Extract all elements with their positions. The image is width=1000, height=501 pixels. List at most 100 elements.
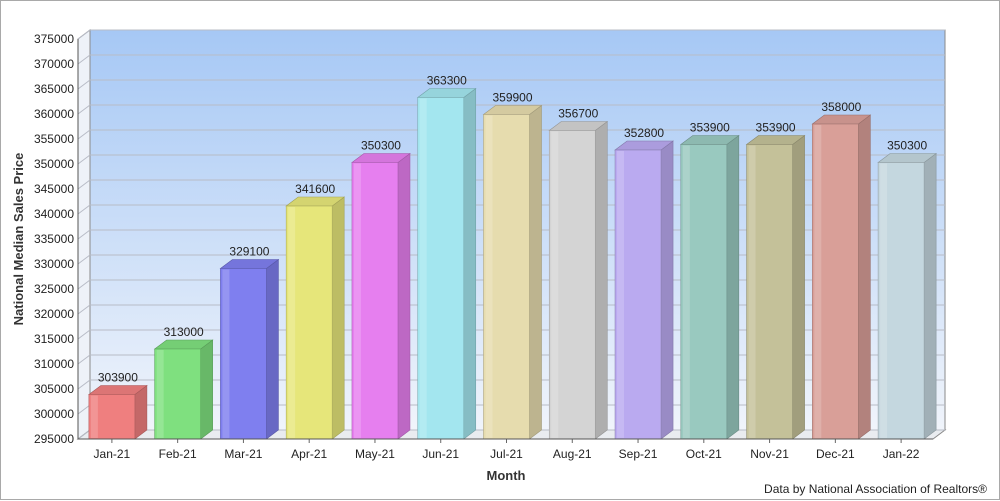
bar-side (397, 152, 411, 440)
data-label: 356700 (558, 107, 598, 121)
gridline-side (77, 304, 91, 315)
gridline-side (77, 54, 91, 65)
bar-highlight (682, 145, 690, 438)
bar-highlight (748, 145, 756, 438)
data-label: 313000 (164, 325, 204, 339)
y-tick-label: 295000 (34, 432, 74, 446)
data-label: 352800 (624, 126, 664, 140)
bar (87, 384, 148, 440)
y-tick-label: 300000 (34, 407, 74, 421)
bar (482, 104, 543, 440)
bar-highlight (551, 131, 559, 438)
y-tick-label: 350000 (34, 157, 74, 171)
bar (877, 152, 938, 440)
gridline-side (77, 104, 91, 115)
data-label: 353900 (690, 121, 730, 135)
x-tick-label: Nov-21 (750, 447, 789, 461)
bar-side (200, 339, 213, 440)
data-credit: Data by National Association of Realtors… (764, 482, 987, 496)
gridline-side (77, 154, 91, 165)
bar (416, 87, 477, 440)
data-label: 358000 (821, 100, 861, 114)
gridline-side (77, 79, 91, 90)
y-tick-label: 325000 (34, 282, 74, 296)
y-tick-label: 360000 (34, 107, 74, 121)
bar-highlight (617, 151, 625, 438)
bar-highlight (222, 269, 230, 438)
x-tick-label: Jul-21 (490, 447, 523, 461)
y-tick-label: 305000 (34, 382, 74, 396)
bar-highlight (485, 115, 493, 438)
y-tick-label: 335000 (34, 232, 74, 246)
x-tick-label: Feb-21 (159, 447, 197, 461)
gridline-side (77, 129, 91, 140)
y-tick-label: 370000 (34, 57, 74, 71)
bar (153, 339, 214, 440)
y-tick-label: 365000 (34, 82, 74, 96)
x-tick-label: Jan-22 (883, 447, 920, 461)
bar-side (331, 196, 345, 440)
bar (548, 120, 609, 440)
y-axis-title: National Median Sales Price (11, 153, 26, 326)
bar (614, 140, 674, 440)
y-tick-label: 345000 (34, 182, 74, 196)
x-tick-label: Apr-21 (291, 447, 327, 461)
bar-side (726, 134, 740, 440)
y-tick-label: 315000 (34, 332, 74, 346)
x-tick-label: Jan-21 (94, 447, 131, 461)
bar (351, 152, 411, 440)
bar (811, 114, 872, 440)
bar-side (594, 120, 608, 440)
gridline-side (77, 179, 91, 190)
data-label: 353900 (756, 121, 796, 135)
gridline-side (77, 354, 91, 365)
data-label: 363300 (427, 74, 467, 88)
x-tick-label: Sep-21 (619, 447, 658, 461)
bar-side (858, 114, 871, 440)
bar-side (529, 104, 542, 440)
gridline-side (77, 329, 91, 340)
data-label: 350300 (361, 139, 401, 153)
bar-side (134, 384, 148, 440)
bar-highlight (353, 163, 361, 438)
x-tick-label: May-21 (355, 447, 395, 461)
y-tick-label: 320000 (34, 307, 74, 321)
bar-highlight (288, 207, 296, 438)
data-label: 341600 (295, 182, 335, 196)
data-label: 303900 (98, 371, 138, 385)
y-tick-label: 330000 (34, 257, 74, 271)
bar-side (266, 258, 279, 440)
y-axis-ticks: 295000 300000 305000 310000 315000 320000 3250… (34, 32, 79, 446)
data-label: 329100 (229, 245, 269, 259)
bar-side (660, 140, 674, 440)
y-tick-label: 355000 (34, 132, 74, 146)
x-tick-label: Jun-21 (422, 447, 459, 461)
gridline-side (77, 379, 91, 390)
gridline-side (77, 229, 91, 240)
y-tick-label: 310000 (34, 357, 74, 371)
x-tick-label: Aug-21 (553, 447, 592, 461)
bar (679, 134, 740, 440)
bar-highlight (814, 125, 822, 438)
data-label: 359900 (492, 91, 532, 105)
bar (745, 134, 806, 440)
x-tick-label: Dec-21 (816, 447, 855, 461)
bar (219, 258, 280, 440)
gridline-side (77, 254, 91, 265)
bar-highlight (419, 98, 427, 438)
bar-highlight (90, 395, 98, 438)
bar-side (463, 87, 477, 440)
bar (285, 196, 346, 440)
gridline-side (77, 429, 91, 440)
bar-side (792, 134, 805, 440)
gridline-side (77, 204, 91, 215)
y-tick-label: 375000 (34, 32, 74, 46)
bars: 303900 313000 329100 341600 350300 363300 3599… (87, 74, 938, 440)
gridline-side (77, 29, 91, 40)
x-axis-title: Month (487, 468, 526, 483)
data-label: 350300 (887, 139, 927, 153)
gridline-side (77, 404, 91, 415)
x-axis-ticks: Jan-21 Feb-21 Mar-21 Apr-21 May-21 Jun-21 Jul-… (78, 438, 933, 461)
